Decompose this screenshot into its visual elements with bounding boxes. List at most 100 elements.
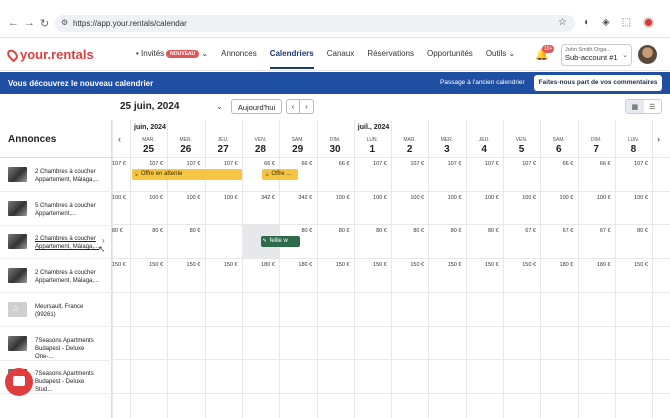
price-cell[interactable]: 107 € bbox=[112, 161, 126, 167]
price-cell[interactable]: 107 € bbox=[447, 161, 462, 167]
price-cell[interactable]: 66 € bbox=[301, 161, 313, 167]
reservation-bar[interactable]: 🔒 Offre en attente bbox=[131, 169, 242, 180]
price-cell[interactable]: 100 € bbox=[186, 194, 201, 201]
chevron-right-icon[interactable]: › bbox=[102, 236, 105, 246]
shield-icon[interactable]: ◈ bbox=[602, 17, 610, 28]
price-cell[interactable]: 342 € bbox=[261, 194, 275, 201]
price-cell[interactable]: 67 € bbox=[525, 228, 536, 235]
price-cell[interactable]: 150 € bbox=[335, 262, 350, 269]
price-cell[interactable]: 150 € bbox=[186, 262, 201, 269]
notification-bell-icon[interactable]: 🔔 10+ bbox=[535, 45, 555, 61]
brand-logo[interactable]: your.rentals bbox=[5, 47, 94, 62]
price-cell[interactable]: 150 € bbox=[410, 262, 425, 269]
avatar[interactable] bbox=[638, 45, 657, 64]
day-header[interactable]: SAM. 29 bbox=[279, 137, 316, 155]
price-cell[interactable]: 100 € bbox=[634, 194, 648, 201]
day-header[interactable]: DIM. 30 bbox=[317, 137, 354, 155]
price-cell[interactable]: 100 € bbox=[596, 194, 611, 201]
day-header[interactable]: MER. 3 bbox=[428, 137, 465, 155]
chevron-down-icon[interactable]: ⌄ bbox=[216, 102, 223, 111]
menu-item-reservations[interactable]: Réservations bbox=[367, 49, 414, 58]
price-cell[interactable]: 66 € bbox=[562, 161, 574, 167]
listing-item[interactable]: 5 Chambres à coucher Appartement,... bbox=[0, 192, 112, 226]
price-cell[interactable]: 100 € bbox=[112, 194, 126, 201]
price-cell[interactable]: 107 € bbox=[223, 161, 238, 167]
listing-item[interactable]: 2 Chambres à coucher Appartement, Málaga,… bbox=[0, 158, 112, 192]
day-header[interactable]: MAR. 2 bbox=[391, 137, 428, 155]
listing-item[interactable]: 2 Chambres à coucher Appartement, Málaga,… bbox=[0, 259, 112, 294]
price-cell[interactable]: 107 € bbox=[186, 161, 201, 167]
price-cell[interactable]: 100 € bbox=[373, 194, 387, 201]
bookmark-star-icon[interactable]: ☆ bbox=[558, 17, 567, 28]
price-cell[interactable]: 107 € bbox=[522, 161, 536, 167]
price-cell[interactable]: 80 € bbox=[450, 228, 462, 235]
menu-item-invites[interactable]: • Invités NOUVEAU ⌄ bbox=[136, 49, 209, 58]
address-bar[interactable]: ⚙ https://app.your.rentals/calendar ☆ bbox=[55, 15, 575, 32]
price-cell[interactable]: 107 € bbox=[410, 161, 425, 167]
day-header[interactable]: VEN. 5 bbox=[503, 137, 540, 155]
puzzle-icon[interactable]: ⬚ bbox=[621, 17, 632, 28]
menu-item-outils[interactable]: Outils ⌄ bbox=[486, 49, 515, 58]
price-cell[interactable]: 66 € bbox=[264, 161, 275, 167]
reservation-bar[interactable]: ✎ fellie w bbox=[260, 236, 300, 248]
price-cell[interactable]: 107 € bbox=[484, 161, 499, 167]
grid-prev-arrow[interactable]: ‹ bbox=[118, 134, 121, 144]
price-cell[interactable]: 180 € bbox=[596, 262, 611, 269]
price-cell[interactable]: 66 € bbox=[599, 161, 611, 167]
menu-item-calendriers[interactable]: Calendriers bbox=[269, 49, 314, 69]
price-cell[interactable]: 66 € bbox=[338, 161, 350, 167]
today-button[interactable]: Aujourd'hui bbox=[231, 99, 282, 114]
prev-period-button[interactable]: ‹ bbox=[286, 99, 300, 114]
price-cell[interactable]: 342 € bbox=[298, 194, 313, 201]
price-cell[interactable]: 80 € bbox=[338, 228, 350, 235]
price-cell[interactable]: 80 € bbox=[413, 228, 425, 235]
day-header[interactable]: MER. 26 bbox=[167, 137, 204, 155]
price-cell[interactable]: 100 € bbox=[447, 194, 462, 201]
extension-icon[interactable]: ◐ bbox=[584, 17, 591, 28]
price-cell[interactable]: 80 € bbox=[637, 228, 648, 235]
price-cell[interactable]: 80 € bbox=[301, 228, 313, 235]
grid-view-icon[interactable]: ▦ bbox=[626, 100, 644, 113]
day-header[interactable]: SAM. 6 bbox=[540, 137, 577, 155]
day-header[interactable]: VEN. 28 bbox=[242, 137, 279, 155]
price-cell[interactable]: 100 € bbox=[335, 194, 350, 201]
price-cell[interactable]: 150 € bbox=[484, 262, 499, 269]
price-cell[interactable]: 107 € bbox=[634, 161, 648, 167]
price-cell[interactable]: 80 € bbox=[376, 228, 387, 235]
price-cell[interactable]: 150 € bbox=[447, 262, 462, 269]
price-cell[interactable]: 150 € bbox=[149, 262, 163, 269]
reservation-bar[interactable]: 🔒 Offre ... bbox=[262, 169, 298, 180]
date-picker[interactable]: 25 juin, 2024 bbox=[120, 101, 180, 112]
price-cell[interactable]: 80 € bbox=[189, 228, 201, 235]
price-cell[interactable]: 100 € bbox=[522, 194, 536, 201]
site-settings-icon[interactable]: ⚙ bbox=[61, 18, 69, 27]
price-cell[interactable]: 67 € bbox=[562, 228, 574, 235]
price-cell[interactable]: 180 € bbox=[261, 262, 275, 269]
day-header[interactable]: DIM. 7 bbox=[578, 137, 615, 155]
listing-item[interactable]: 7Seasons Apartments Budapest - Deluxe One… bbox=[0, 327, 112, 361]
price-cell[interactable]: 80 € bbox=[112, 228, 123, 235]
price-cell[interactable]: 150 € bbox=[373, 262, 387, 269]
list-view-icon[interactable]: ☰ bbox=[649, 104, 656, 111]
day-header[interactable]: JEU. 4 bbox=[466, 137, 503, 155]
price-cell[interactable]: 100 € bbox=[559, 194, 574, 201]
price-cell[interactable]: 107 € bbox=[373, 161, 387, 167]
listing-item[interactable]: 2 Chambres à coucher Appartement, Málaga,… bbox=[0, 225, 112, 260]
menu-item-annonces[interactable]: Annonces bbox=[221, 49, 257, 58]
chat-button[interactable] bbox=[5, 368, 33, 396]
price-cell[interactable]: 100 € bbox=[484, 194, 499, 201]
next-period-button[interactable]: › bbox=[300, 99, 314, 114]
price-cell[interactable]: 100 € bbox=[410, 194, 425, 201]
price-cell[interactable]: 107 € bbox=[149, 161, 163, 167]
price-cell[interactable]: 100 € bbox=[223, 194, 238, 201]
price-cell[interactable]: 150 € bbox=[112, 262, 126, 269]
record-icon[interactable] bbox=[643, 17, 655, 28]
price-cell[interactable]: 180 € bbox=[298, 262, 313, 269]
price-cell[interactable]: 180 € bbox=[559, 262, 574, 269]
price-cell[interactable]: 150 € bbox=[522, 262, 536, 269]
price-cell[interactable]: 100 € bbox=[149, 194, 163, 201]
day-header[interactable]: JEU. 27 bbox=[205, 137, 242, 155]
back-icon[interactable]: ← bbox=[8, 17, 19, 29]
menu-item-canaux[interactable]: Canaux bbox=[326, 49, 355, 58]
account-switcher[interactable]: John Smith Orga... Sub-account #1 ⌄ bbox=[561, 44, 632, 66]
